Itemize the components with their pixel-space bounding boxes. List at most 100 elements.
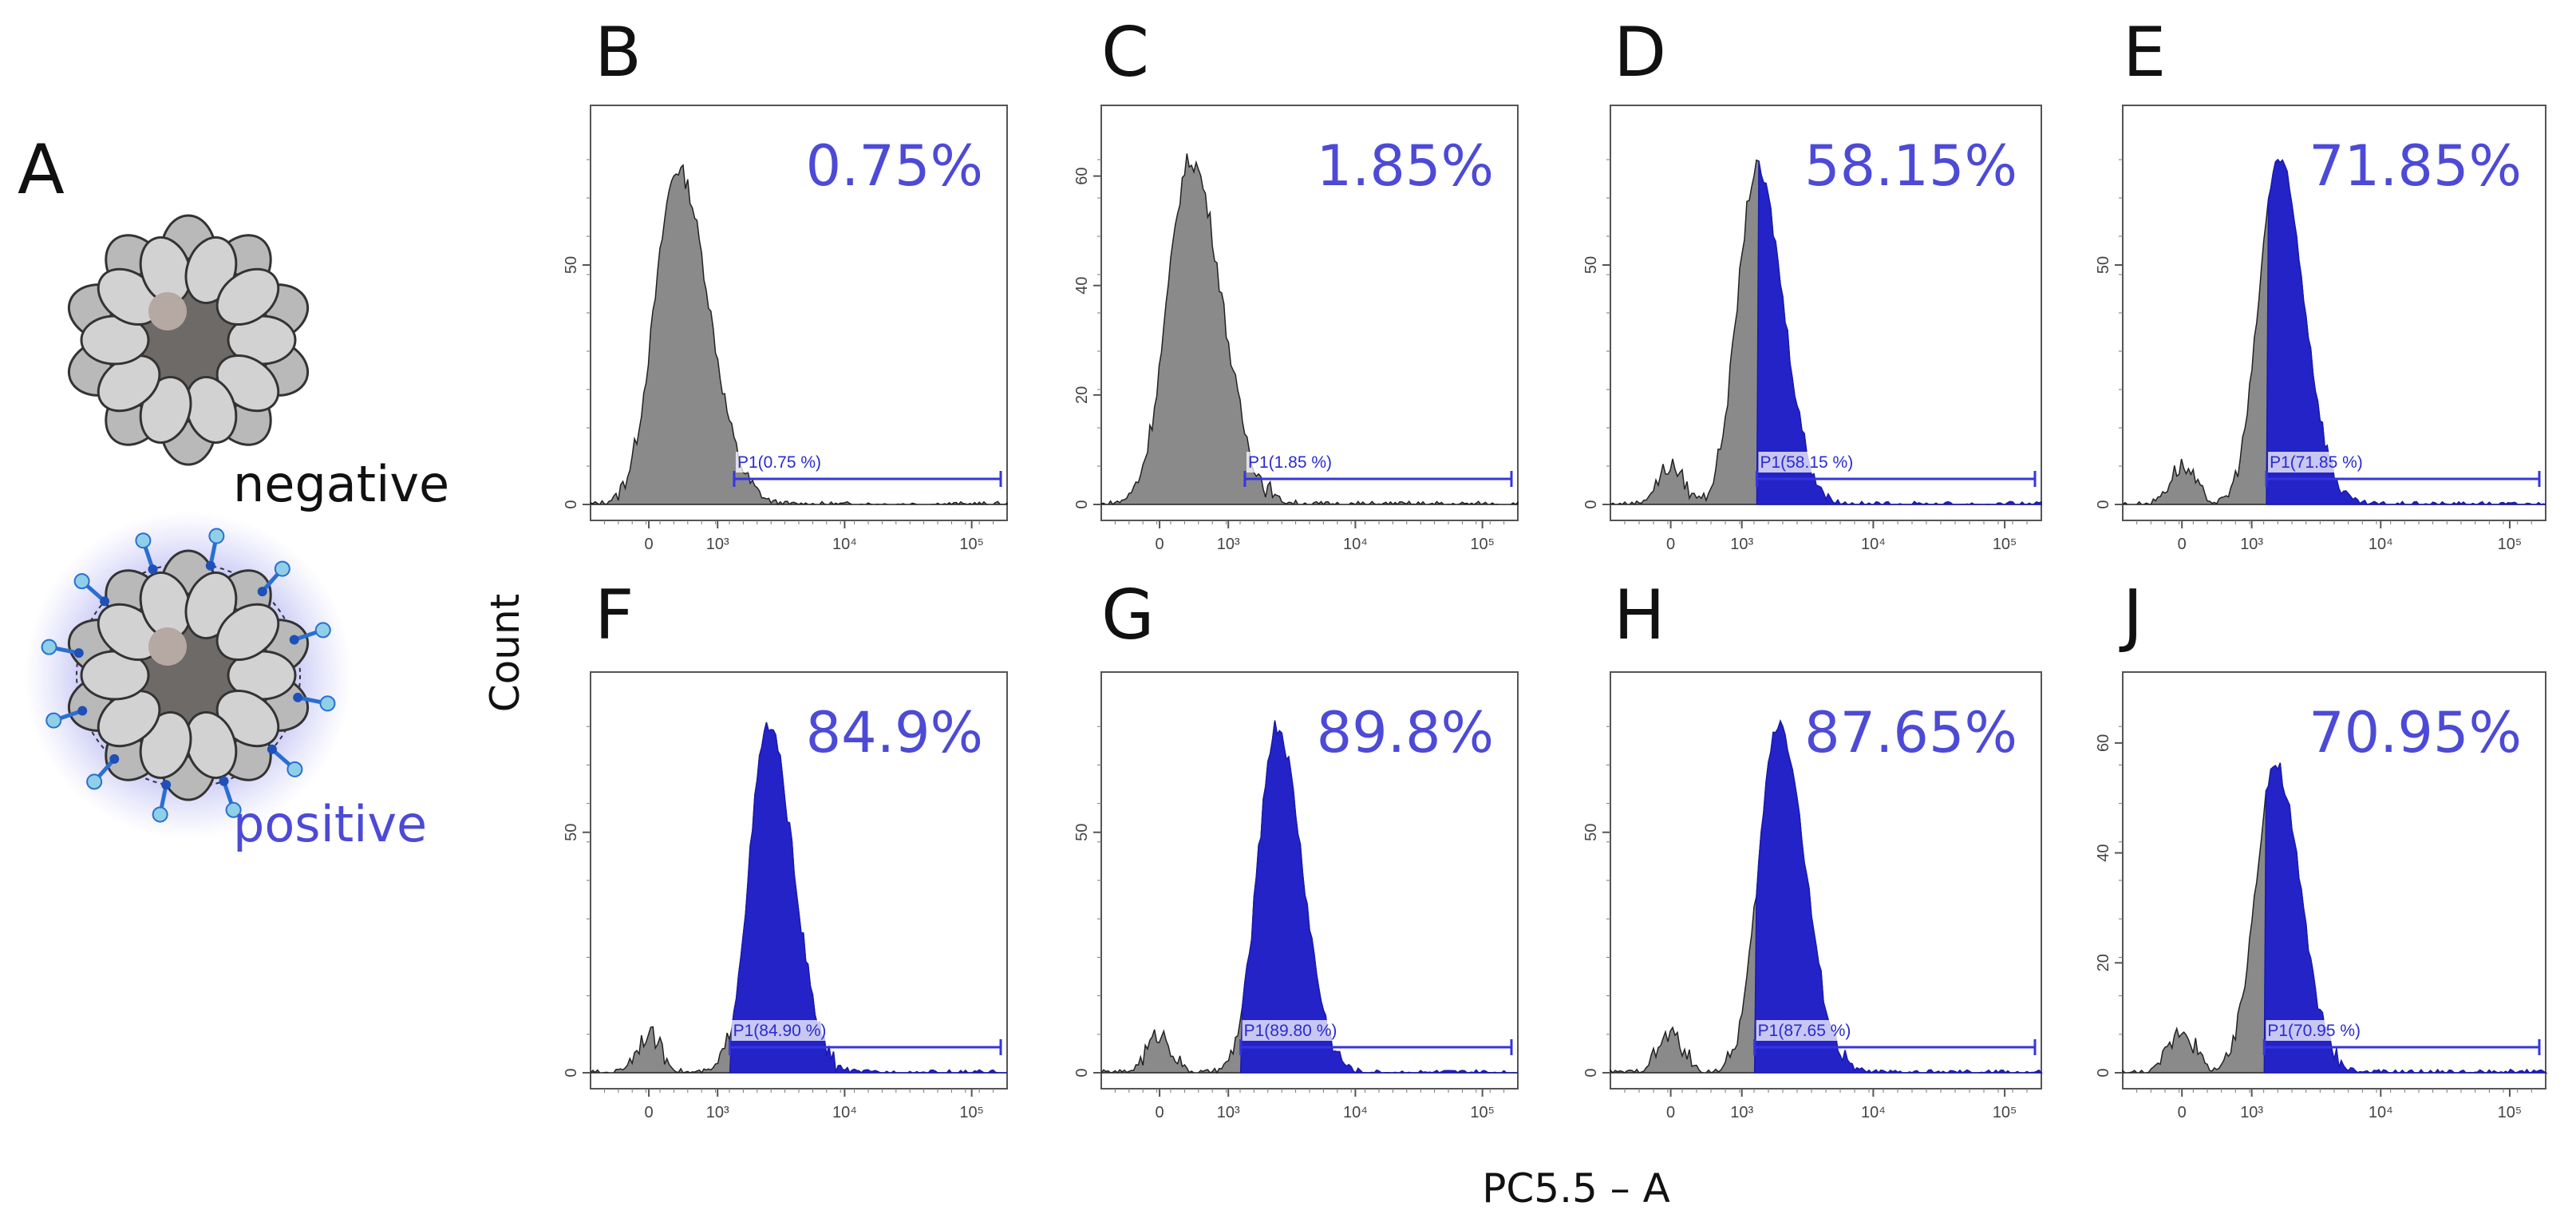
particle-highlight: [148, 627, 187, 666]
x-tick-label: 10³: [706, 1104, 729, 1121]
gate-label: P1(71.85 %): [2270, 453, 2363, 472]
x-tick-label: 10⁵: [959, 536, 984, 553]
x-tick-label: 10³: [1217, 536, 1240, 553]
histogram-panel-h: H P1(87.65 %) 87.65% 0 10³ 10⁴ 10⁵ 0 50: [1582, 575, 2043, 1121]
panel-letter-f: F: [595, 575, 634, 655]
percent-label: 58.15%: [1804, 133, 2017, 199]
gate-label: P1(58.15 %): [1760, 453, 1853, 472]
y-tick-label: 20: [2095, 954, 2112, 971]
x-tick-label: 0: [2178, 1104, 2187, 1121]
x-tick-label: 0: [1156, 536, 1164, 553]
ligand-head: [152, 806, 168, 823]
percent-label: 70.95%: [2309, 700, 2522, 765]
x-tick-label: 10⁴: [2369, 536, 2393, 553]
ligand-head: [319, 695, 336, 712]
ligand-anchor: [289, 635, 299, 645]
y-tick-label: 0: [563, 500, 580, 508]
x-tick-label: 10⁴: [832, 536, 857, 553]
percent-label: 84.9%: [806, 700, 983, 765]
gate-label-bg: [2266, 1020, 2386, 1041]
gate-label-bg: [1756, 1020, 1876, 1041]
ligand-anchor: [219, 776, 229, 786]
panel-letter-h: H: [1614, 575, 1665, 655]
y-tick-label: 40: [2095, 844, 2112, 861]
panel-letter-d: D: [1614, 13, 1666, 93]
ligand-anchor: [77, 706, 88, 716]
x-tick-label: 10⁵: [2498, 536, 2523, 553]
ligand-anchor: [267, 744, 277, 754]
y-tick-label: 0: [563, 1068, 580, 1077]
x-tick-label: 10⁵: [1993, 536, 2017, 553]
ligand-head: [86, 773, 103, 790]
panel-letter-b: B: [595, 13, 642, 93]
histogram-panels: B P1(0.75 %) 0.75% 0 10³ 10⁴ 10⁵ 0 50 C P1(1.85 %)…: [563, 13, 2548, 1121]
ligand-anchor: [293, 692, 303, 702]
x-tick-label: 10³: [1217, 1104, 1240, 1121]
gated-histogram-area: [1239, 720, 1518, 1074]
ligand-head: [286, 761, 303, 777]
y-tick-label: 0: [1582, 1068, 1600, 1077]
panel-a-letter: A: [18, 130, 65, 210]
gate-label: P1(0.75 %): [737, 453, 821, 472]
x-tick-label: 10⁴: [832, 1104, 857, 1121]
plot-frame: [1610, 105, 2042, 521]
particle-petal: [215, 267, 280, 326]
y-tick-label: 50: [1582, 256, 1600, 274]
positive-particle-illustration: [25, 512, 352, 839]
x-tick-label: 10⁴: [1861, 1104, 1886, 1121]
x-axis-label: PC5.5 – A: [1482, 1165, 1670, 1212]
gate-label-bg: [1758, 452, 1879, 473]
plot-frame: [2122, 105, 2546, 521]
x-tick-label: 10⁵: [959, 1104, 984, 1121]
gate-label: P1(87.65 %): [1758, 1022, 1851, 1040]
histogram-panel-g: G P1(89.80 %) 89.8% 0 10³ 10⁴ 10⁵ 0 50: [1073, 575, 1519, 1121]
y-tick-label: 50: [1073, 824, 1091, 841]
y-tick-label: 50: [563, 256, 580, 274]
ligand-head: [73, 573, 90, 590]
x-tick-label: 10⁵: [1993, 1104, 2017, 1121]
plot-frame: [2122, 671, 2546, 1090]
ligand-head: [45, 712, 62, 729]
ligand-head: [41, 639, 57, 655]
y-tick-label: 0: [1073, 1068, 1091, 1077]
y-tick-label: 0: [2095, 500, 2112, 508]
y-tick-label: 50: [2095, 256, 2112, 274]
y-tick-label: 50: [563, 824, 580, 841]
ligand-anchor: [73, 648, 84, 658]
x-tick-label: 10⁵: [1470, 1104, 1495, 1121]
histogram-panel-e: E P1(71.85 %) 71.85% 0 10³ 10⁴ 10⁵ 0 50: [2095, 13, 2546, 553]
x-tick-label: 0: [645, 1104, 654, 1121]
y-tick-label: 40: [1073, 277, 1091, 295]
percent-label: 1.85%: [1317, 133, 1494, 199]
x-tick-label: 10⁴: [1861, 536, 1886, 553]
x-tick-label: 0: [1156, 1104, 1164, 1121]
ligand-head: [314, 622, 331, 639]
x-tick-label: 0: [1666, 536, 1675, 553]
y-tick-label: 20: [1073, 386, 1091, 404]
x-tick-label: 10³: [706, 536, 729, 553]
ligand-anchor: [257, 587, 267, 597]
negative-label: negative: [233, 455, 449, 513]
ligand-anchor: [100, 596, 110, 607]
positive-label: positive: [233, 795, 427, 853]
gate-label: P1(84.90 %): [733, 1022, 827, 1040]
gate-label-bg: [731, 1020, 851, 1041]
gate-label-bg: [1246, 452, 1366, 473]
x-tick-label: 0: [1666, 1104, 1675, 1121]
gate-label-bg: [735, 452, 855, 473]
particle-highlight: [148, 292, 187, 330]
x-tick-label: 10³: [1730, 1104, 1753, 1121]
panel-letter-c: C: [1101, 13, 1149, 93]
gated-histogram-area: [2263, 762, 2548, 1074]
y-tick-label: 0: [1073, 500, 1091, 508]
ligand-anchor: [161, 780, 172, 790]
x-tick-label: 10⁵: [1470, 536, 1495, 553]
histogram-panel-d: D P1(58.15 %) 58.15% 0 10³ 10⁴ 10⁵ 0 50: [1582, 13, 2042, 553]
negative-particle-illustration: [67, 214, 310, 466]
ligand-anchor: [109, 753, 120, 764]
y-axis-label: Count: [482, 594, 528, 713]
gated-histogram-area: [729, 722, 1007, 1074]
percent-label: 89.8%: [1317, 700, 1494, 765]
x-tick-label: 10⁴: [1343, 1104, 1368, 1121]
